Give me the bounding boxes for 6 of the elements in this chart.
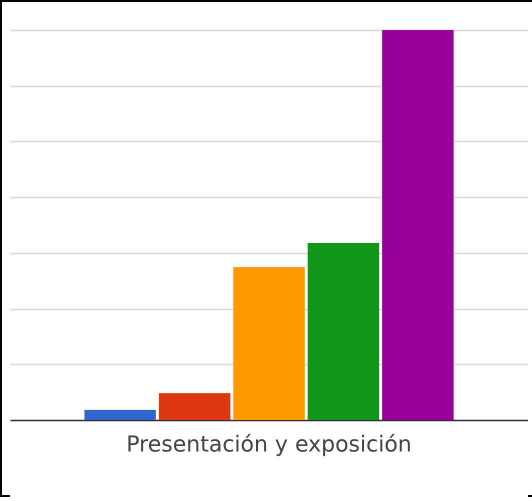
bar — [382, 30, 454, 420]
bar — [158, 393, 230, 420]
bar — [308, 242, 380, 420]
bar — [84, 410, 156, 420]
bar — [233, 267, 305, 420]
x-tick-label: Presentación y exposición — [126, 432, 412, 458]
